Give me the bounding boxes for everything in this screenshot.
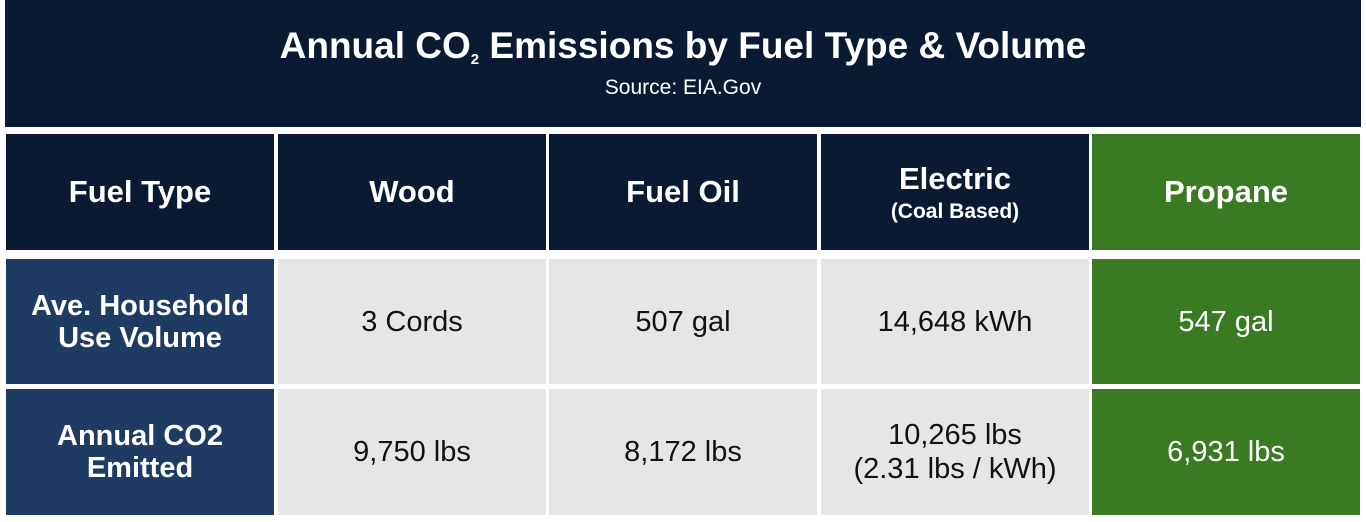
row-header-household-volume: Ave. Household Use Volume <box>6 259 274 384</box>
column-header-label: Fuel Type <box>68 174 212 209</box>
row-header-label: Annual CO2 Emitted <box>57 420 223 484</box>
chart-title-main: Annual CO <box>279 25 471 66</box>
chart-title-rest: Emissions by Fuel Type & Volume <box>479 25 1087 66</box>
column-header-fuel-type: Fuel Type <box>6 134 274 250</box>
cell-value: 9,750 lbs <box>353 436 471 468</box>
cell-value: 3 Cords <box>361 305 463 338</box>
table-cell-highlight: 547 gal <box>1092 259 1360 384</box>
row-header-label: Ave. Household Use Volume <box>30 289 250 354</box>
table-cell: 9,750 lbs <box>278 389 546 515</box>
cell-value: 547 gal <box>1178 305 1274 338</box>
column-header-electric: Electric (Coal Based) <box>821 134 1089 250</box>
cell-value: 10,265 lbs <box>888 419 1022 451</box>
column-header-propane: Propane <box>1092 134 1360 250</box>
chart-title-subscript: 2 <box>470 51 480 68</box>
column-header-fuel-oil: Fuel Oil <box>549 134 817 250</box>
row-header-annual-co2: Annual CO2 Emitted <box>6 389 274 515</box>
column-header-label: Fuel Oil <box>626 174 740 209</box>
cell-value-note: (2.31 lbs / kWh) <box>853 453 1057 485</box>
column-header-note: (Coal Based) <box>890 199 1020 223</box>
column-header-label: Electric <box>898 160 1011 196</box>
table-cell: 10,265 lbs (2.31 lbs / kWh) <box>821 389 1089 515</box>
cell-value: 14,648 kWh <box>877 305 1033 338</box>
chart-title: Annual CO2 Emissions by Fuel Type & Volu… <box>5 24 1361 68</box>
column-header-wood: Wood <box>278 134 546 250</box>
cell-value: 507 gal <box>635 305 731 338</box>
table-cell: 8,172 lbs <box>549 389 817 515</box>
column-header-label: Wood <box>369 174 455 209</box>
title-banner: Annual CO2 Emissions by Fuel Type & Volu… <box>5 0 1361 127</box>
table-cell-highlight: 6,931 lbs <box>1092 389 1360 515</box>
table-cell: 3 Cords <box>278 259 546 384</box>
table-cell: 14,648 kWh <box>821 259 1089 384</box>
cell-value: 6,931 lbs <box>1167 436 1285 468</box>
column-header-label: Propane <box>1163 174 1289 209</box>
cell-value: 8,172 lbs <box>624 436 742 468</box>
table-cell: 507 gal <box>549 259 817 384</box>
chart-subtitle: Source: EIA.Gov <box>604 76 762 99</box>
